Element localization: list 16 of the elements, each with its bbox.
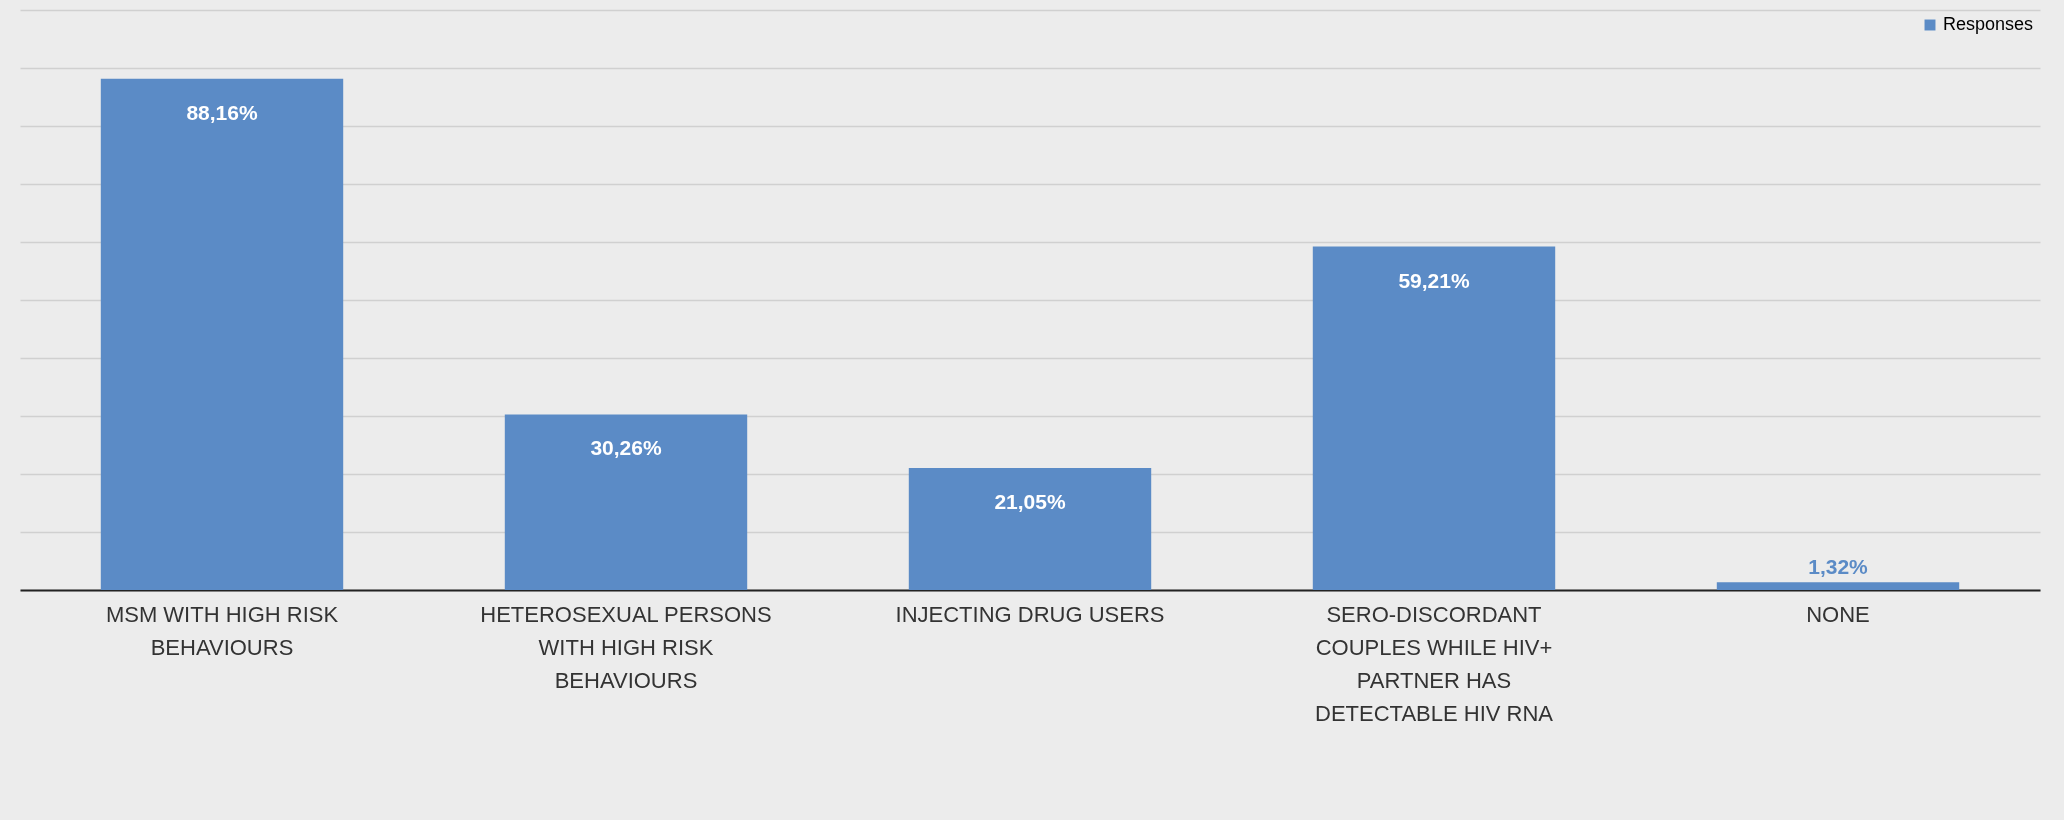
x-tick-label: NONE	[1806, 601, 1870, 627]
x-tick-label: SERO-DISCORDANT COUPLES WHILE HIV+ PARTNER HAS DETECTABLE HIV RNA	[1315, 601, 1554, 726]
data-label: 1,32%	[1808, 555, 1869, 579]
x-tick-label: INJECTING DRUG USERS	[895, 601, 1165, 627]
x-tick-label: HETEROSEXUAL PERSONS WITH HIGH RISK BEHAVIOURS	[480, 601, 772, 693]
data-label: 59,21%	[1398, 268, 1470, 292]
bar	[1716, 582, 1960, 590]
bar	[100, 78, 344, 590]
data-label: 21,05%	[994, 489, 1066, 513]
data-label: 30,26%	[590, 436, 662, 460]
bar	[504, 414, 748, 590]
x-tick-label: MSM WITH HIGH RISK BEHAVIOURS	[105, 601, 339, 660]
legend-label: Responses	[1943, 14, 2034, 34]
bar	[1312, 246, 1556, 590]
data-label: 88,16%	[186, 100, 258, 124]
bar	[908, 467, 1152, 590]
